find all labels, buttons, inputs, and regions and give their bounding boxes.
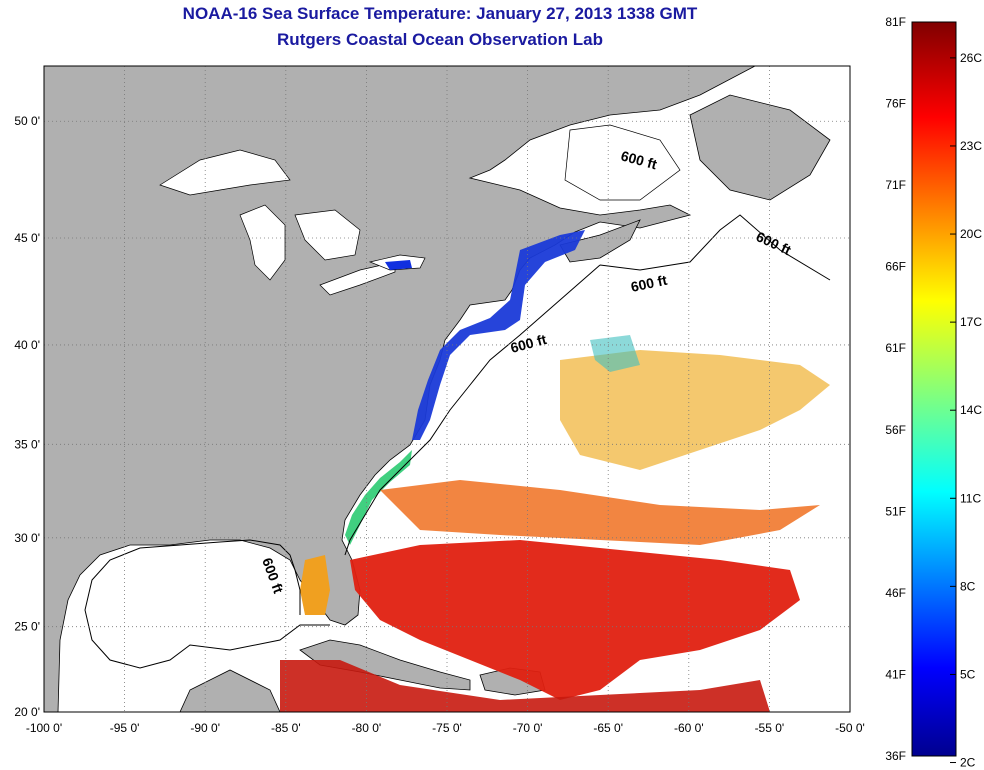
x-tick-label: -75 0' <box>432 721 462 735</box>
sst-upper-yellow-orange <box>560 350 830 470</box>
y-tick-label: 40 0' <box>14 338 40 352</box>
x-tick-label: -65 0' <box>593 721 623 735</box>
colorbar-c-label: 5C <box>960 667 976 681</box>
x-tick-label: -55 0' <box>755 721 785 735</box>
colorbar-c-label: 23C <box>960 139 982 153</box>
colorbar-c-label: 14C <box>960 403 982 417</box>
y-tick-label: 25 0' <box>14 620 40 634</box>
map-frame <box>43 65 851 713</box>
colorbar-f-label: 66F <box>885 260 906 274</box>
y-tick-label: 30 0' <box>14 531 40 545</box>
colorbar <box>911 21 957 757</box>
sst-warm-gulfstream <box>350 540 800 700</box>
lake-huron <box>294 209 361 261</box>
sst-data-overlay <box>280 230 830 712</box>
x-axis-tick-labels: -100 0' -95 0' -90 0' -85 0' -80 0' -75 0' -70… <box>26 721 865 735</box>
x-tick-label: -50 0' <box>835 721 865 735</box>
gulf-of-st-lawrence <box>564 124 681 201</box>
sst-cyan-patch <box>590 335 640 372</box>
x-tick-label: -100 0' <box>26 721 62 735</box>
colorbar-f-label: 56F <box>885 423 906 437</box>
colorbar-c-label: 11C <box>960 491 981 505</box>
colorbar-f-label: 61F <box>885 341 906 355</box>
colorbar-f-label: 81F <box>885 15 906 29</box>
y-axis-tick-labels: 50 0' 45 0' 40 0' 35 0' 30 0' 25 0' 20 0' <box>14 114 40 719</box>
y-tick-label: 20 0' <box>14 705 40 719</box>
colorbar-f-label: 76F <box>885 97 906 111</box>
colorbar-c-label: 8C <box>960 579 976 593</box>
lake-superior <box>159 149 291 196</box>
map-subtitle: Rutgers Coastal Ocean Observation Lab <box>277 30 603 49</box>
colorbar-f-label: 51F <box>885 504 906 518</box>
colorbar-c-label: 17C <box>960 315 982 329</box>
sst-lake-patch <box>385 260 412 270</box>
colorbar-fahrenheit-labels: 81F 76F 71F 66F 61F 56F 51F 46F 41F 36F <box>885 15 906 763</box>
sst-caribbean-warm <box>280 660 770 712</box>
colorbar-f-label: 36F <box>885 749 906 763</box>
colorbar-f-label: 71F <box>885 178 906 192</box>
sst-florida-coastal <box>300 555 330 615</box>
x-tick-label: -90 0' <box>190 721 220 735</box>
x-tick-label: -95 0' <box>110 721 140 735</box>
x-tick-label: -70 0' <box>513 721 543 735</box>
lake-michigan <box>239 204 286 281</box>
colorbar-c-label: 26C <box>960 51 982 65</box>
y-tick-label: 50 0' <box>14 114 40 128</box>
x-tick-label: -60 0' <box>674 721 704 735</box>
colorbar-c-label: 20C <box>960 227 982 241</box>
y-tick-label: 35 0' <box>14 437 40 451</box>
colorbar-celsius-labels: 26C 23C 20C 17C 14C 11C 8C 5C 2C <box>950 51 982 770</box>
colorbar-f-label: 41F <box>885 667 906 681</box>
map-title: NOAA-16 Sea Surface Temperature: January… <box>182 4 698 23</box>
x-tick-label: -85 0' <box>271 721 301 735</box>
lake-erie <box>319 261 396 296</box>
colorbar-f-label: 46F <box>885 586 906 600</box>
x-tick-label: -80 0' <box>352 721 382 735</box>
sst-mid-orange <box>380 480 820 545</box>
colorbar-c-label: 2C <box>960 756 976 770</box>
y-tick-label: 45 0' <box>14 231 40 245</box>
sst-northeast-coastal <box>412 230 585 440</box>
nova-scotia-land <box>559 219 641 263</box>
contour-label: 600 ft <box>629 272 668 295</box>
yucatan-land <box>179 669 281 712</box>
600ft-depth-contour <box>84 214 831 669</box>
